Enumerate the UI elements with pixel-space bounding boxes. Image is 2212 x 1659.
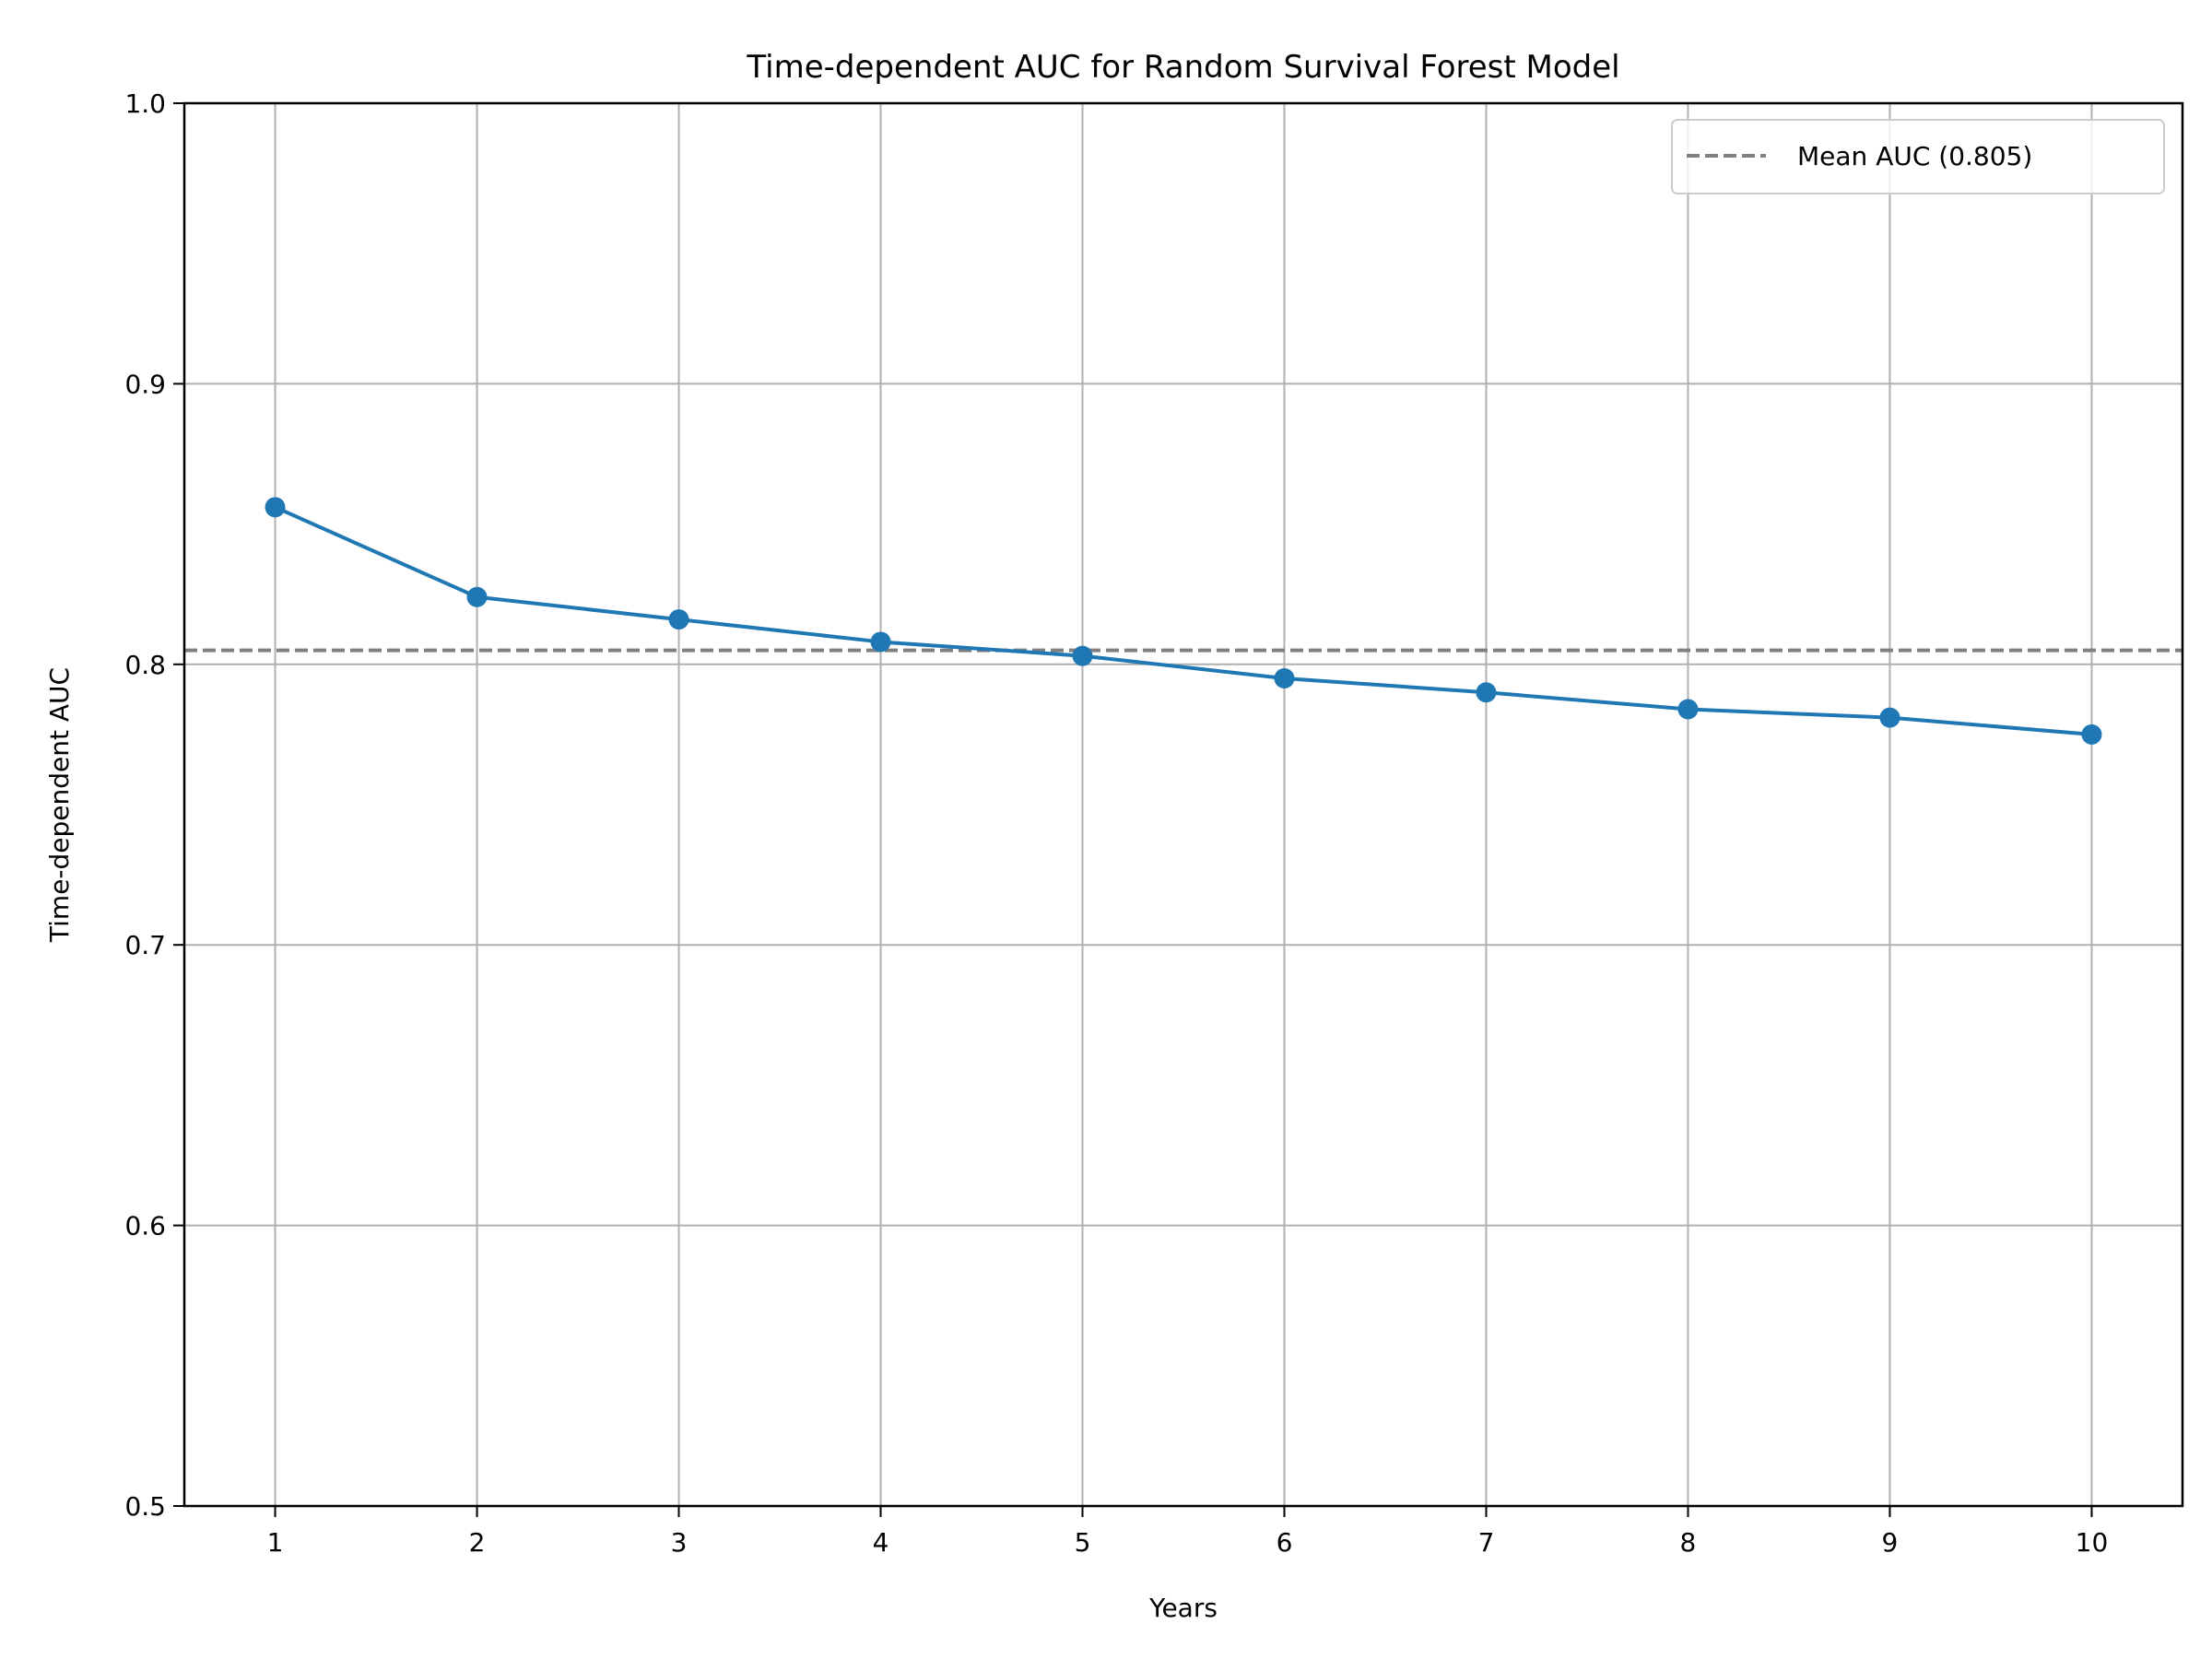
x-tick-label: 8	[1680, 1527, 1697, 1558]
data-point	[1072, 645, 1093, 666]
y-tick-label: 1.0	[124, 88, 166, 119]
y-tick-label: 0.7	[124, 930, 166, 960]
y-tick-label: 0.5	[124, 1491, 166, 1522]
y-tick-label: 0.9	[124, 369, 166, 399]
chart-title: Time-dependent AUC for Random Survival F…	[746, 49, 1619, 86]
x-axis-label: Years	[1148, 1593, 1218, 1623]
data-series	[265, 497, 2102, 745]
auc-series-line	[274, 505, 2092, 736]
x-tick-label: 9	[1882, 1527, 1899, 1558]
legend-box	[1671, 119, 2165, 194]
data-point	[870, 631, 891, 653]
x-tick-label: 3	[671, 1527, 688, 1558]
x-tick-label: 7	[1478, 1527, 1495, 1558]
data-point	[1677, 699, 1699, 720]
x-tick-label: 4	[873, 1527, 889, 1558]
y-axis-ticks: 0.5 0.6 0.7 0.8 0.9 1.0	[124, 88, 184, 1522]
x-axis-ticks: 1 2 3 4 5 6 7 8 9 10	[267, 1506, 2109, 1558]
data-point	[466, 586, 488, 607]
data-point	[265, 497, 286, 518]
x-tick-label: 6	[1277, 1527, 1293, 1558]
plot-frame	[182, 101, 2184, 1508]
x-tick-label: 5	[1075, 1527, 1091, 1558]
data-point	[1476, 682, 1497, 703]
y-tick-label: 0.8	[124, 650, 166, 680]
x-tick-label: 10	[2076, 1527, 2109, 1558]
y-axis-label: Time-dependent AUC	[44, 667, 75, 943]
legend-label-mean-auc: Mean AUC (0.805)	[1797, 141, 2032, 171]
data-point	[1274, 668, 1295, 689]
data-point	[1879, 707, 1900, 728]
x-tick-label: 1	[267, 1527, 284, 1558]
y-tick-label: 0.6	[124, 1211, 166, 1241]
legend: Mean AUC (0.805)	[1671, 119, 2165, 194]
data-point	[2081, 724, 2102, 745]
x-tick-label: 2	[469, 1527, 486, 1558]
data-point	[668, 609, 689, 630]
